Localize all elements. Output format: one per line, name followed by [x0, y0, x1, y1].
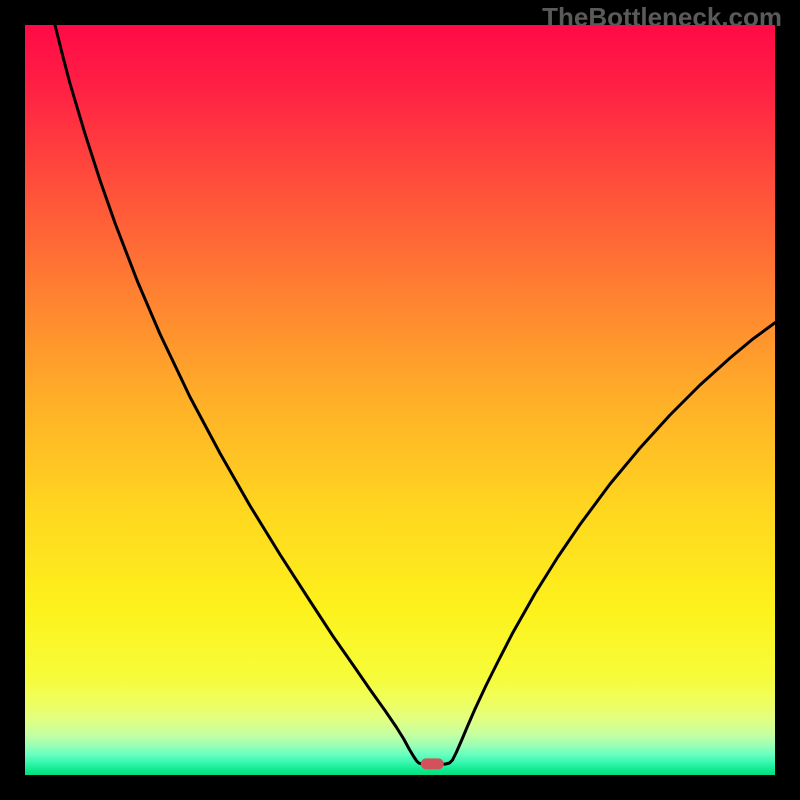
chart-plot-area: [25, 25, 775, 775]
optimal-point-marker: [421, 759, 444, 770]
watermark-text: TheBottleneck.com: [542, 2, 782, 33]
bottleneck-curve: [25, 25, 775, 775]
